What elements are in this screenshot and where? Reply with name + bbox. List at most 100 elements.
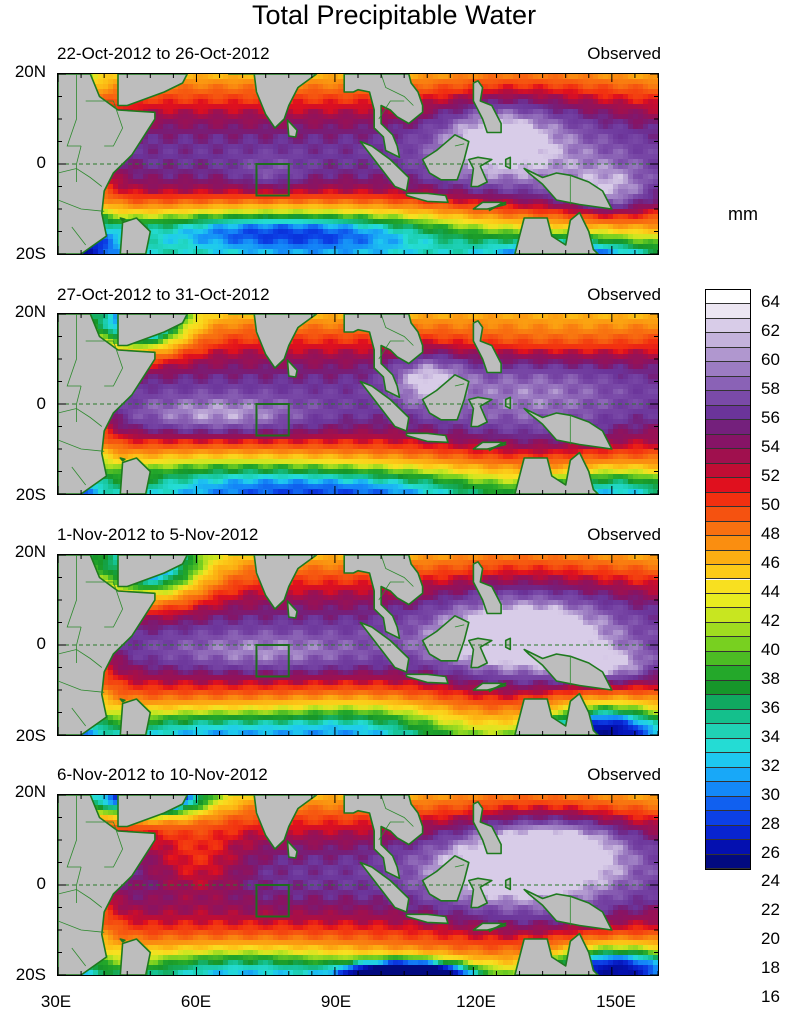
country-border xyxy=(454,864,465,868)
colorbar-swatch xyxy=(706,637,750,652)
landmass xyxy=(523,888,613,931)
colorbar-tick-label: 58 xyxy=(761,379,780,399)
analysis-region-box xyxy=(255,644,290,678)
tpw-field-map xyxy=(58,555,658,735)
country-border xyxy=(66,555,82,628)
landmass xyxy=(514,932,599,975)
landmass xyxy=(286,119,298,138)
chart-title: Total Precipitable Water xyxy=(251,0,537,30)
landmass xyxy=(119,938,152,975)
country-border xyxy=(66,795,82,868)
landmass xyxy=(119,457,126,462)
panel-3-lat-bottom: 20S xyxy=(15,726,46,745)
country-border xyxy=(378,100,405,120)
landmass xyxy=(472,561,502,615)
colorbar-swatch xyxy=(706,593,750,609)
colorbar-swatch xyxy=(706,825,750,841)
landmass xyxy=(467,877,493,909)
colorbar-unit: mm xyxy=(728,204,758,224)
panel-4-lat-top: 20N xyxy=(14,782,46,801)
colorbar-swatch xyxy=(706,434,750,450)
country-border xyxy=(378,340,405,360)
landmass xyxy=(359,140,410,192)
colorbar-swatch xyxy=(706,680,750,696)
colorbar-tick-label: 28 xyxy=(761,813,780,833)
analysis-region-box xyxy=(255,884,290,918)
colorbar-swatch xyxy=(706,840,750,855)
precipitable-water-field xyxy=(58,555,658,735)
landmass xyxy=(119,698,152,735)
colorbar-swatch xyxy=(706,782,750,797)
map-panel-4 xyxy=(57,794,659,976)
landmass xyxy=(504,877,512,891)
colorbar-tick-label: 44 xyxy=(761,581,780,601)
colorbar-swatch xyxy=(706,738,750,754)
colorbar-tick-label: 30 xyxy=(761,784,780,804)
landmass xyxy=(228,795,318,850)
colorbar-tick-label: 50 xyxy=(761,495,780,515)
colorbar-tick-label: 32 xyxy=(761,755,780,775)
colorbar-tick-label: 52 xyxy=(761,466,780,486)
colorbar-swatch xyxy=(706,463,750,479)
country-border xyxy=(76,145,82,182)
country-border xyxy=(85,340,124,387)
colorbar-swatch xyxy=(706,521,750,537)
landmass xyxy=(286,840,298,859)
landmass xyxy=(472,801,502,855)
landmass xyxy=(117,314,188,347)
country-border xyxy=(76,626,82,663)
country-border xyxy=(85,821,124,868)
colorbar-swatch xyxy=(706,318,750,334)
colorbar-tick-label: 48 xyxy=(761,524,780,544)
landmass xyxy=(286,359,298,378)
colorbar-swatch xyxy=(706,796,750,812)
colorbar-tick-label: 38 xyxy=(761,668,780,688)
landmass xyxy=(421,373,470,421)
colorbar-swatch xyxy=(706,753,750,768)
landmass xyxy=(467,396,493,428)
colorbar-tick-label: 60 xyxy=(761,350,780,370)
landmass xyxy=(472,320,502,374)
colorbar-tick-label: 36 xyxy=(761,697,780,717)
map-panel-3 xyxy=(57,554,659,736)
landmass xyxy=(117,795,188,828)
landmass xyxy=(405,192,449,204)
landmass xyxy=(359,380,410,432)
colorbar-tick-label: 34 xyxy=(761,726,780,746)
landmass xyxy=(119,938,126,943)
colorbar-swatch xyxy=(706,767,750,783)
panel-2-status: Observed xyxy=(587,285,661,304)
landmass xyxy=(421,854,470,902)
landmass xyxy=(343,555,424,640)
colorbar-tick-label: 24 xyxy=(761,871,780,891)
landmass xyxy=(504,396,512,410)
colorbar-swatch xyxy=(706,565,750,580)
colorbar-tick-label: 40 xyxy=(761,639,780,659)
tpw-field-map xyxy=(58,74,658,254)
colorbar-swatch xyxy=(706,666,750,681)
country-border xyxy=(378,581,405,601)
landmass xyxy=(228,314,318,369)
landmass xyxy=(504,637,512,651)
colorbar-swatch xyxy=(706,376,750,392)
landmass xyxy=(343,74,424,159)
panel-4-lat-bottom: 20S xyxy=(15,965,46,984)
country-border xyxy=(454,383,465,387)
colorbar-tick-label: 26 xyxy=(761,842,780,862)
colorbar-tick-label: 46 xyxy=(761,553,780,573)
landmass xyxy=(343,795,424,880)
colorbar-tick-label: 22 xyxy=(761,900,780,920)
panel-3-lat-mid: 0 xyxy=(36,634,46,653)
country-border xyxy=(66,314,82,387)
landmass xyxy=(286,600,298,619)
country-border xyxy=(58,649,103,668)
tpw-field-map xyxy=(58,795,658,975)
colorbar-swatch xyxy=(706,811,750,826)
colorbar-swatch xyxy=(706,290,750,305)
colorbar-tick-label: 54 xyxy=(761,437,780,457)
colorbar-swatch xyxy=(706,622,750,638)
colorbar-tick-label: 20 xyxy=(761,929,780,949)
panel-4-lat-mid: 0 xyxy=(36,874,46,893)
country-border xyxy=(76,866,82,903)
landmass xyxy=(119,217,126,222)
